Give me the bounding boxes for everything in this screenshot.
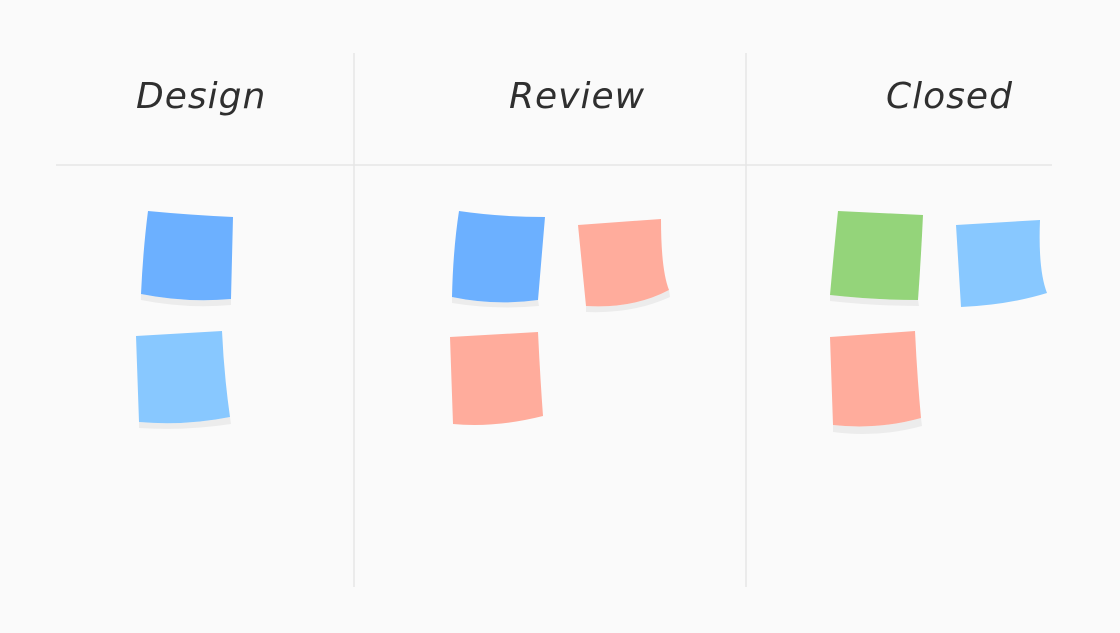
sticky-note[interactable] bbox=[578, 219, 670, 313]
sticky-note[interactable] bbox=[136, 331, 231, 429]
sticky-note[interactable] bbox=[141, 211, 233, 307]
column-title-review: Review bbox=[509, 76, 646, 117]
sticky-note[interactable] bbox=[830, 331, 922, 434]
sticky-note[interactable] bbox=[450, 332, 543, 425]
sticky-note[interactable] bbox=[452, 211, 545, 308]
column-title-design: Design bbox=[136, 76, 267, 117]
column-title-closed: Closed bbox=[886, 76, 1013, 117]
sticky-note[interactable] bbox=[956, 220, 1047, 307]
sticky-note[interactable] bbox=[830, 211, 923, 306]
